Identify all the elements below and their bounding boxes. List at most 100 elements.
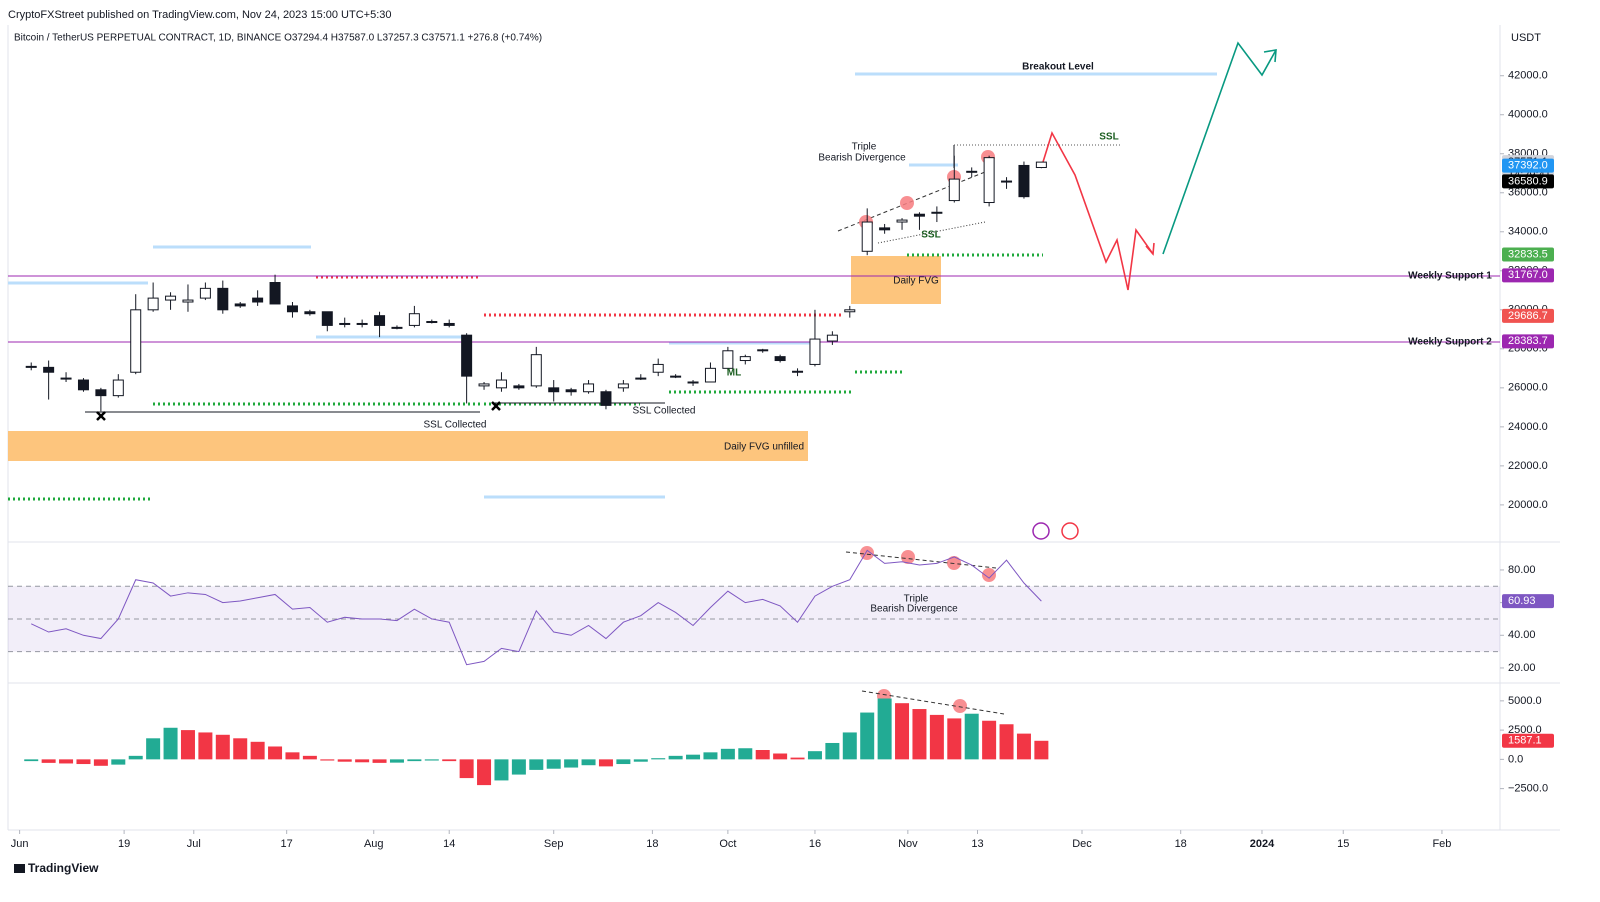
candle-body (199, 287, 211, 299)
currency: USDT (1511, 32, 1541, 44)
price-tag-label: 37392.0 (1508, 160, 1548, 172)
annotation: Bearish Divergence (818, 153, 906, 164)
candle-body (426, 321, 438, 324)
candle-body (948, 178, 960, 202)
drawings (8, 41, 1500, 873)
candle-body (269, 282, 281, 305)
y-tick-label: 80.00 (1508, 564, 1536, 576)
candle-body (391, 326, 403, 329)
y-tick-label: 0.0 (1508, 753, 1523, 765)
histogram-bar (1016, 733, 1031, 760)
candle-body (339, 322, 351, 325)
candle-body (583, 383, 595, 393)
histogram-bar (807, 751, 822, 760)
histogram-bar (651, 758, 666, 760)
y-tick-label: 40000.0 (1508, 109, 1548, 121)
candle-body (25, 365, 37, 368)
annotation: SSL Collected (633, 406, 696, 417)
histogram-bar (842, 732, 857, 760)
annotation: Weekly Support 1 (1408, 271, 1492, 282)
histogram-bar (407, 759, 422, 762)
price-tag (1502, 247, 1554, 262)
candle-body (896, 219, 908, 223)
histogram-bar (233, 738, 248, 760)
y-tick-label: 40.00 (1508, 629, 1536, 641)
price-tag-label: 36580.9 (1508, 175, 1548, 187)
histogram-bar (442, 759, 457, 762)
candle-body (530, 354, 542, 387)
candle-body (112, 379, 124, 397)
y-tick-label: 20.00 (1508, 662, 1536, 674)
histogram-bar (268, 746, 283, 760)
candle-body (704, 367, 716, 383)
candle-body (983, 157, 995, 204)
histogram-bar (24, 759, 39, 762)
candle-body (879, 227, 891, 231)
annotation: Daily FVG unfilled (724, 442, 804, 453)
annotation: SSL Collected (424, 420, 487, 431)
histogram-bar (477, 759, 492, 786)
candle-body (95, 389, 107, 397)
histogram-bar (511, 759, 526, 775)
candle-body (565, 389, 577, 393)
histogram-bar (128, 755, 143, 760)
rsi-line (31, 549, 1042, 666)
price-tag-label: 31767.0 (1508, 269, 1548, 281)
candle-body (861, 221, 873, 252)
histogram-bar (616, 759, 631, 765)
histogram-bar (146, 738, 161, 760)
x-tick-label: Dec (1072, 838, 1092, 850)
histogram-bar (111, 759, 126, 765)
histogram-bar (755, 750, 770, 760)
x-tick-label: Aug (364, 838, 384, 850)
candle-body (670, 375, 682, 378)
candle-body (652, 363, 664, 373)
x-tick-label: 19 (118, 838, 130, 850)
x-tick-label: 15 (1337, 838, 1349, 850)
candle-body (304, 311, 316, 315)
y-tick-label: 20000.0 (1508, 499, 1548, 511)
price-tag (1502, 334, 1554, 349)
annotation: ML (727, 368, 741, 379)
histogram-bar (320, 759, 335, 761)
candle-body (130, 309, 142, 373)
price-tag-label: 32833.5 (1508, 248, 1548, 260)
histogram-bar (163, 727, 178, 760)
histogram-bar (790, 757, 805, 760)
histogram-bar (912, 709, 927, 760)
x-tick-label: Nov (898, 838, 918, 850)
histogram-bar (546, 759, 561, 769)
x-tick-label: Feb (1432, 838, 1451, 850)
histogram-bar (198, 732, 213, 760)
histogram-bar (372, 759, 387, 763)
candle-body (495, 379, 507, 389)
candle-body (844, 309, 856, 313)
y-tick-label: 36000.0 (1508, 187, 1548, 199)
candle-body (321, 311, 333, 326)
x-tick-label: 17 (281, 838, 293, 850)
price-tag (1502, 733, 1554, 748)
logo: TradingView (28, 861, 99, 875)
y-tick-label: 34000.0 (1508, 226, 1548, 238)
x-tick-label: 2024 (1250, 838, 1275, 850)
x-tick-label: Sep (544, 838, 564, 850)
candle-body (548, 387, 560, 393)
candle-body (635, 377, 647, 380)
annotation: Weekly Support 2 (1408, 337, 1492, 348)
histogram-bar (215, 734, 230, 760)
candle-body (461, 334, 473, 377)
histogram-bar (355, 759, 370, 763)
candle-body (931, 211, 943, 214)
x-tick-label: 14 (443, 838, 455, 850)
candle-body (356, 322, 368, 325)
candle-body (147, 297, 159, 311)
candle-body (966, 170, 978, 173)
annotation: Daily FVG (893, 276, 939, 287)
candle-body (513, 385, 525, 389)
candle-body (374, 315, 386, 326)
histogram-bar (337, 759, 352, 762)
annotation: Triple (852, 142, 877, 153)
candle-body (77, 379, 89, 391)
price-tag-label: 1587.1 (1508, 735, 1542, 747)
candle-body (478, 383, 490, 387)
